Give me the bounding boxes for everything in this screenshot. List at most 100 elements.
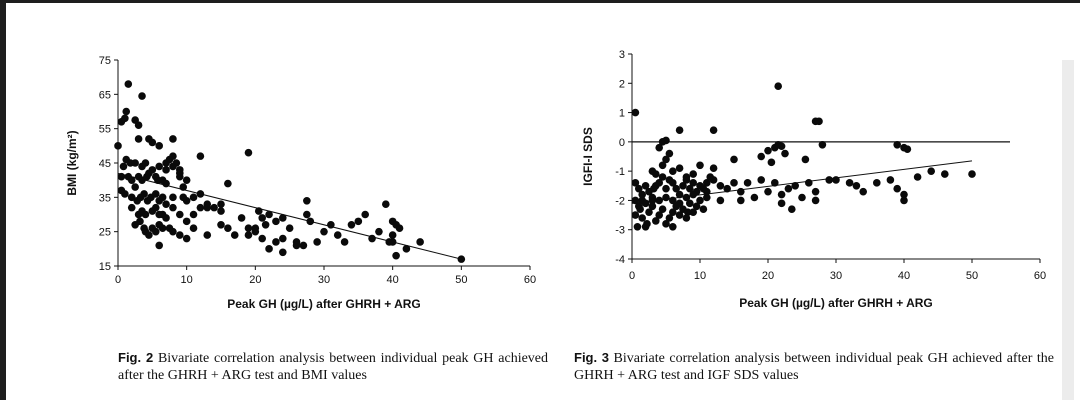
bmi-data-point	[210, 203, 218, 212]
bmi-data-point	[176, 210, 184, 219]
bmi-data-point	[224, 179, 232, 188]
igf-x-tick-label: 40	[898, 270, 910, 282]
igf-data-point	[941, 170, 949, 178]
igf-data-point	[682, 193, 691, 202]
bmi-data-point	[179, 183, 188, 191]
igf-data-point	[750, 193, 759, 202]
bmi-data-point	[313, 238, 321, 246]
bmi-data-point	[217, 221, 225, 229]
bmi-data-point	[244, 148, 253, 157]
bmi-data-point	[217, 207, 225, 215]
igf-data-point	[655, 179, 663, 187]
bmi-data-point	[361, 210, 370, 219]
igf-data-point	[672, 184, 680, 193]
bmi-y-tick-label: 25	[99, 227, 111, 239]
bmi-data-point	[136, 217, 144, 226]
bmi-data-point	[121, 114, 129, 123]
igf-data-point	[641, 181, 650, 190]
bmi-data-point	[279, 248, 287, 257]
igf-data-point	[692, 202, 701, 211]
bmi-data-point	[119, 162, 128, 171]
bmi-data-point	[145, 135, 153, 143]
igf-data-point	[737, 187, 745, 196]
igf-data-point	[903, 145, 912, 153]
igf-data-point	[716, 196, 725, 205]
igf-data-point	[815, 117, 823, 126]
igf-data-point	[631, 108, 640, 117]
igf-data-point	[675, 126, 684, 134]
igf-data-point	[641, 199, 650, 208]
bmi-y-tick-label: 65	[99, 89, 111, 101]
igf-y-axis-label: IGFI-I SDS	[581, 127, 595, 186]
bmi-y-axis-label: BMI (kg/m²)	[65, 130, 79, 195]
igf-data-point	[635, 184, 643, 193]
igf-data-point	[774, 82, 782, 91]
figure-3-text: Bivariate correlation analysis between i…	[574, 351, 1055, 383]
bmi-data-point	[124, 80, 133, 88]
igf-data-point	[767, 158, 776, 167]
igf-y-tick-label: 0	[619, 137, 625, 149]
bmi-data-point	[261, 221, 270, 229]
bmi-data-point	[169, 135, 177, 143]
bmi-data-point	[131, 159, 139, 167]
bmi-data-point	[244, 224, 253, 233]
igf-x-tick-label: 20	[762, 270, 774, 282]
bmi-data-point	[251, 224, 260, 233]
igf-y-tick-label: 2	[619, 78, 625, 90]
igf-data-point	[655, 143, 663, 152]
bmi-data-point	[151, 227, 160, 236]
igf-data-point	[662, 184, 670, 193]
bmi-data-point	[196, 203, 205, 212]
bmi-data-point	[303, 210, 311, 219]
igf-data-point	[648, 196, 657, 205]
viewer-top-edge	[0, 0, 1080, 3]
bmi-x-tick-label: 50	[455, 274, 467, 286]
igf-data-point	[696, 161, 704, 170]
igf-data-point	[859, 187, 867, 196]
igf-data-point	[679, 181, 687, 190]
bmi-data-point	[145, 231, 153, 239]
bmi-data-point	[375, 227, 383, 236]
igf-data-point	[777, 199, 786, 208]
igf-data-point	[638, 214, 646, 222]
igf-data-point	[873, 179, 881, 187]
bmi-y-tick-label: 35	[99, 192, 111, 204]
igf-data-point	[689, 190, 697, 199]
bmi-data-point	[155, 142, 163, 150]
igf-data-point	[798, 193, 806, 202]
igf-x-tick-label: 30	[830, 270, 842, 282]
igf-data-point	[709, 176, 718, 184]
bmi-data-point	[272, 238, 280, 246]
bmi-data-point	[182, 196, 191, 205]
bmi-data-point	[258, 234, 267, 243]
igf-data-point	[730, 155, 738, 164]
igf-data-point	[893, 184, 901, 193]
bmi-data-point	[145, 169, 153, 178]
bmi-data-point	[134, 121, 143, 130]
igf-data-point	[743, 179, 752, 187]
bmi-data-point	[299, 241, 308, 250]
bmi-data-point	[172, 159, 181, 167]
bmi-x-tick-label: 40	[387, 274, 399, 286]
bmi-data-point	[162, 200, 170, 208]
figure-2-caption: Fig. 2 Bivariate correlation analysis be…	[118, 349, 548, 384]
igf-data-point	[788, 205, 796, 214]
igf-data-point	[777, 190, 786, 199]
scrollbar-track[interactable]	[1062, 60, 1074, 400]
igf-data-point	[643, 220, 651, 228]
bmi-data-point	[158, 193, 167, 202]
igf-data-point	[645, 208, 653, 216]
igf-data-point	[652, 170, 660, 178]
bmi-data-point	[217, 200, 225, 208]
bmi-x-tick-label: 10	[181, 274, 193, 286]
igf-data-point	[764, 187, 772, 196]
igf-data-point	[689, 179, 697, 187]
bmi-data-point	[158, 224, 167, 233]
bmi-data-point	[169, 193, 177, 202]
igf-data-point	[665, 149, 674, 158]
bmi-data-point	[395, 224, 404, 233]
igf-data-point	[784, 184, 793, 193]
igf-data-point	[631, 179, 640, 187]
figure-2-label: Fig. 2	[118, 350, 154, 365]
